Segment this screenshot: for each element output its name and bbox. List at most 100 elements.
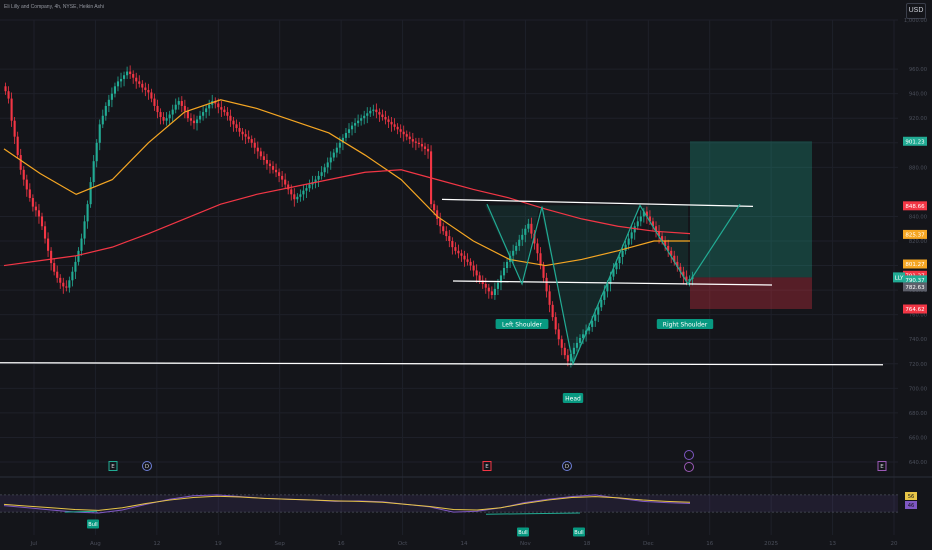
candle-body [527,223,530,229]
candle-body [177,101,180,105]
price-axis-label: 820.00 [909,239,927,245]
candle-body [7,91,10,99]
price-tag-text: 801.27 [905,262,925,268]
pattern-label-text: Head [565,395,581,402]
candle-body [262,156,265,160]
symbol-tag-bg [893,272,905,283]
candle-body [384,116,387,120]
rsi-bull-label-text: Bull [574,530,583,536]
candle-body [95,142,98,162]
price-axis-label: 1,000.00 [904,18,927,24]
candle-body [302,190,305,195]
price-tag-bg [903,304,927,314]
candle-body [192,120,196,124]
candle-body [578,337,582,343]
price-tag-text: 825.37 [905,232,925,238]
pattern-label-bg [656,319,714,329]
candle-body [329,157,332,163]
candle-body [569,353,572,362]
candle-body [557,329,560,340]
candle-body [609,276,612,284]
candle-body [417,142,420,145]
pattern-label-text: Right Shoulder [663,321,708,328]
candle-body [378,112,381,115]
candle-body [16,136,19,156]
event-marker-text: E [485,464,489,470]
candle-body [290,189,293,195]
candles [4,65,694,368]
candle-body [499,275,503,283]
candle-body [630,232,633,239]
candle-body [673,255,676,262]
candle-body [129,71,132,75]
candle-body [457,250,460,254]
candle-body [165,118,168,121]
candle-body [636,221,639,227]
time-axis-label: Oct [398,541,408,547]
candle-body [381,114,384,117]
candle-body [618,256,621,264]
candle-body [375,109,378,113]
candle-body [633,226,636,233]
candle-body [119,78,123,82]
time-axis-label: 16 [338,541,345,547]
pattern-label: Left Shoulder [495,319,549,329]
candle-body [244,134,247,137]
candle-body [445,231,448,237]
candle-body [393,124,396,127]
candle-body [591,320,594,327]
candle-body [92,161,95,183]
pattern-label: Head [562,393,584,403]
pattern-label-bg [562,393,584,403]
candle-body [293,194,296,200]
candle-body [542,265,545,278]
symbol-tag-text: LLY [895,275,904,281]
candle-body [153,98,156,106]
event-marker-text: E [111,464,115,470]
price-axis-label: 640.00 [909,460,927,466]
candle-body [487,287,490,292]
candle-body [253,142,256,148]
event-marker: E [108,461,118,471]
candle-body [621,250,624,257]
candle-body [490,291,493,296]
candle-body [171,109,174,115]
candle-body [606,283,609,292]
candle-body [308,184,311,189]
dividend-marker-icon [684,450,694,460]
price-axis-label: 920.00 [909,116,927,122]
price-axis-label: 700.00 [909,386,927,392]
candle-body [135,77,138,82]
price-tag: 848.66 [903,201,927,211]
time-axis-label: 14 [461,541,468,547]
candle-body [159,112,162,117]
candle-body [603,291,606,300]
candle-body [682,271,685,277]
candle-body [436,210,439,219]
candle-body [408,136,411,140]
candle-body [651,221,655,227]
candle-body [475,270,478,276]
candle-body [676,261,679,267]
candle-body [648,216,651,222]
candle-body [53,263,56,272]
candle-body [256,147,259,152]
candle-body [116,81,120,87]
currency-button[interactable]: USD [906,3,926,19]
rsi-bull-label: Bull [87,519,99,529]
candle-body [323,167,326,173]
target-zone [690,141,812,278]
price-axis-label: 960.00 [909,67,927,73]
candle-body [223,109,226,113]
pattern-label-bg [495,319,549,329]
time-axis-label: 18 [583,541,590,547]
candle-body [451,241,454,248]
candle-body [40,216,44,227]
candle-body [34,206,37,211]
candle-body [530,223,533,234]
candle-body [679,266,682,272]
candle-body [399,129,402,132]
candle-body [113,86,117,94]
candle-body [299,194,302,197]
